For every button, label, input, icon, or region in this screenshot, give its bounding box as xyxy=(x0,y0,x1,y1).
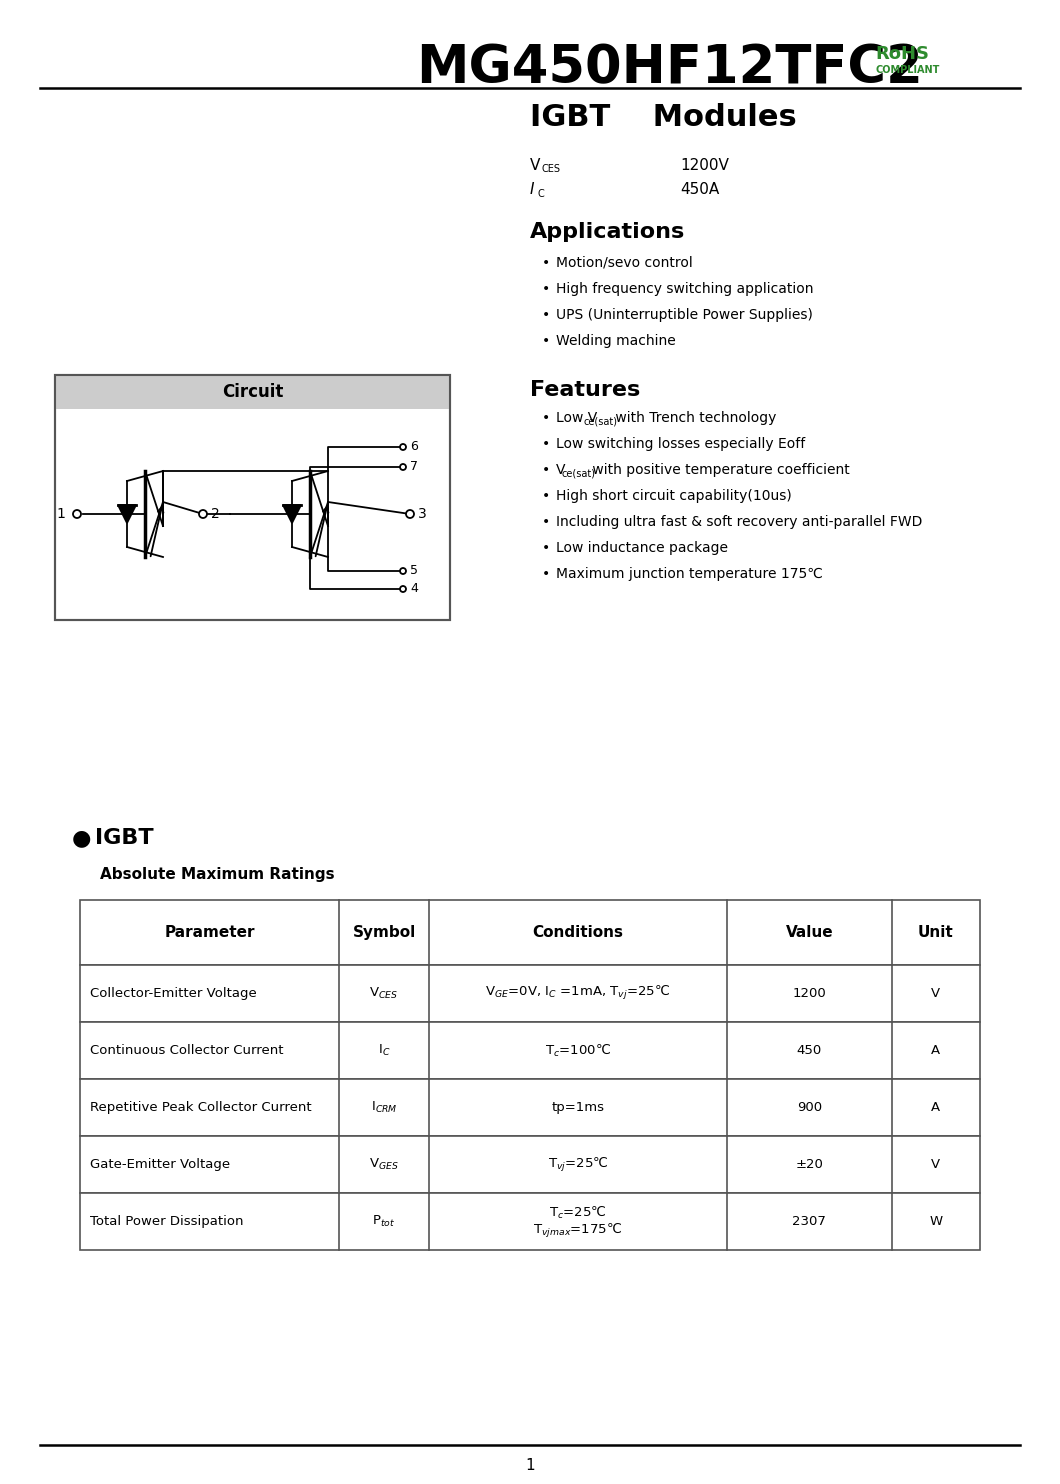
Text: CES: CES xyxy=(542,165,561,174)
Text: 1200V: 1200V xyxy=(681,157,729,172)
Text: UPS (Uninterruptible Power Supplies): UPS (Uninterruptible Power Supplies) xyxy=(556,309,813,322)
Text: Conditions: Conditions xyxy=(532,925,623,939)
Text: Features: Features xyxy=(530,380,640,401)
Text: 450A: 450A xyxy=(681,183,720,197)
Text: Low V: Low V xyxy=(556,411,597,424)
Text: Including ultra fast & soft recovery anti-parallel FWD: Including ultra fast & soft recovery ant… xyxy=(556,515,922,528)
Text: 2307: 2307 xyxy=(792,1215,826,1227)
Text: Motion/sevo control: Motion/sevo control xyxy=(556,257,693,270)
Text: Unit: Unit xyxy=(918,925,954,939)
Text: High frequency switching application: High frequency switching application xyxy=(556,282,813,295)
Text: •: • xyxy=(542,490,550,503)
Text: Low inductance package: Low inductance package xyxy=(556,542,728,555)
Text: ce(sat): ce(sat) xyxy=(584,416,618,426)
Bar xyxy=(55,375,450,620)
Text: RoHS: RoHS xyxy=(874,45,929,62)
Text: C: C xyxy=(537,188,544,199)
Text: I$_{CRM}$: I$_{CRM}$ xyxy=(371,1100,398,1114)
Text: •: • xyxy=(542,463,550,476)
Text: 900: 900 xyxy=(797,1101,822,1114)
Bar xyxy=(55,375,450,620)
Text: IGBT: IGBT xyxy=(95,828,154,847)
Circle shape xyxy=(406,510,414,518)
Text: V: V xyxy=(932,987,940,1000)
Text: with positive temperature coefficient: with positive temperature coefficient xyxy=(588,463,850,476)
Text: Parameter: Parameter xyxy=(164,925,254,939)
Bar xyxy=(80,1079,981,1135)
Text: A: A xyxy=(932,1045,940,1057)
Text: Circuit: Circuit xyxy=(222,383,283,401)
Text: V$_{GE}$=0V, I$_{C}$ =1mA, T$_{vj}$=25℃: V$_{GE}$=0V, I$_{C}$ =1mA, T$_{vj}$=25℃ xyxy=(485,984,671,1003)
Text: 450: 450 xyxy=(797,1045,822,1057)
Text: with Trench technology: with Trench technology xyxy=(611,411,776,424)
Text: V$_{CES}$: V$_{CES}$ xyxy=(370,985,399,1002)
Text: Low switching losses especially Eoff: Low switching losses especially Eoff xyxy=(556,436,806,451)
Text: •: • xyxy=(542,309,550,322)
Text: COMPLIANT: COMPLIANT xyxy=(874,65,939,76)
Text: Gate-Emitter Voltage: Gate-Emitter Voltage xyxy=(90,1158,230,1171)
Text: IGBT    Modules: IGBT Modules xyxy=(530,104,797,132)
Text: T$_{c}$=25℃: T$_{c}$=25℃ xyxy=(549,1205,606,1220)
Text: V: V xyxy=(556,463,565,476)
Bar xyxy=(80,1193,981,1250)
Text: Maximum junction temperature 175℃: Maximum junction temperature 175℃ xyxy=(556,567,823,582)
Text: Total Power Dissipation: Total Power Dissipation xyxy=(90,1215,244,1227)
Text: 1200: 1200 xyxy=(793,987,826,1000)
Text: 5: 5 xyxy=(410,564,418,577)
Text: Collector-Emitter Voltage: Collector-Emitter Voltage xyxy=(90,987,257,1000)
Text: ±20: ±20 xyxy=(795,1158,824,1171)
Text: 3: 3 xyxy=(418,508,427,521)
Text: W: W xyxy=(930,1215,942,1227)
Text: V$_{GES}$: V$_{GES}$ xyxy=(369,1158,399,1172)
Bar xyxy=(80,1022,981,1079)
Text: •: • xyxy=(542,436,550,451)
Text: •: • xyxy=(542,542,550,555)
Text: ce(sat): ce(sat) xyxy=(562,467,596,478)
Text: A: A xyxy=(932,1101,940,1114)
Text: ●: ● xyxy=(72,828,91,847)
Polygon shape xyxy=(283,505,301,522)
Circle shape xyxy=(400,568,406,574)
Text: •: • xyxy=(542,411,550,424)
Text: 1: 1 xyxy=(56,508,65,521)
Text: V: V xyxy=(530,157,541,172)
Text: T$_{c}$=100℃: T$_{c}$=100℃ xyxy=(545,1042,611,1058)
Circle shape xyxy=(199,510,207,518)
Text: Symbol: Symbol xyxy=(352,925,416,939)
Polygon shape xyxy=(118,505,136,522)
Text: I: I xyxy=(530,183,534,197)
Text: I$_{C}$: I$_{C}$ xyxy=(377,1043,390,1058)
Text: V: V xyxy=(932,1158,940,1171)
Text: 2: 2 xyxy=(211,508,219,521)
Text: High short circuit capability(10us): High short circuit capability(10us) xyxy=(556,490,792,503)
Bar xyxy=(80,1135,981,1193)
Text: Welding machine: Welding machine xyxy=(556,334,676,349)
Text: MG450HF12TFC2: MG450HF12TFC2 xyxy=(417,42,923,93)
Text: Repetitive Peak Collector Current: Repetitive Peak Collector Current xyxy=(90,1101,312,1114)
Text: Value: Value xyxy=(785,925,833,939)
Text: •: • xyxy=(542,282,550,295)
Text: tp=1ms: tp=1ms xyxy=(551,1101,604,1114)
Text: •: • xyxy=(542,515,550,528)
Bar xyxy=(55,375,450,410)
Text: T$_{vj}$=25℃: T$_{vj}$=25℃ xyxy=(548,1156,608,1174)
Circle shape xyxy=(400,586,406,592)
Text: 7: 7 xyxy=(410,460,418,473)
Circle shape xyxy=(400,464,406,470)
Circle shape xyxy=(73,510,81,518)
Text: •: • xyxy=(542,567,550,582)
Text: 4: 4 xyxy=(410,583,418,595)
Bar xyxy=(80,899,981,965)
Text: Continuous Collector Current: Continuous Collector Current xyxy=(90,1045,283,1057)
Text: Absolute Maximum Ratings: Absolute Maximum Ratings xyxy=(100,868,335,883)
Text: Applications: Applications xyxy=(530,223,685,242)
Bar xyxy=(80,965,981,1022)
Text: •: • xyxy=(542,257,550,270)
Circle shape xyxy=(400,444,406,450)
Text: 6: 6 xyxy=(410,441,418,454)
Text: T$_{vjmax}$=175℃: T$_{vjmax}$=175℃ xyxy=(533,1221,622,1239)
Text: •: • xyxy=(542,334,550,349)
Text: 1: 1 xyxy=(525,1457,535,1472)
Text: P$_{tot}$: P$_{tot}$ xyxy=(372,1214,395,1229)
